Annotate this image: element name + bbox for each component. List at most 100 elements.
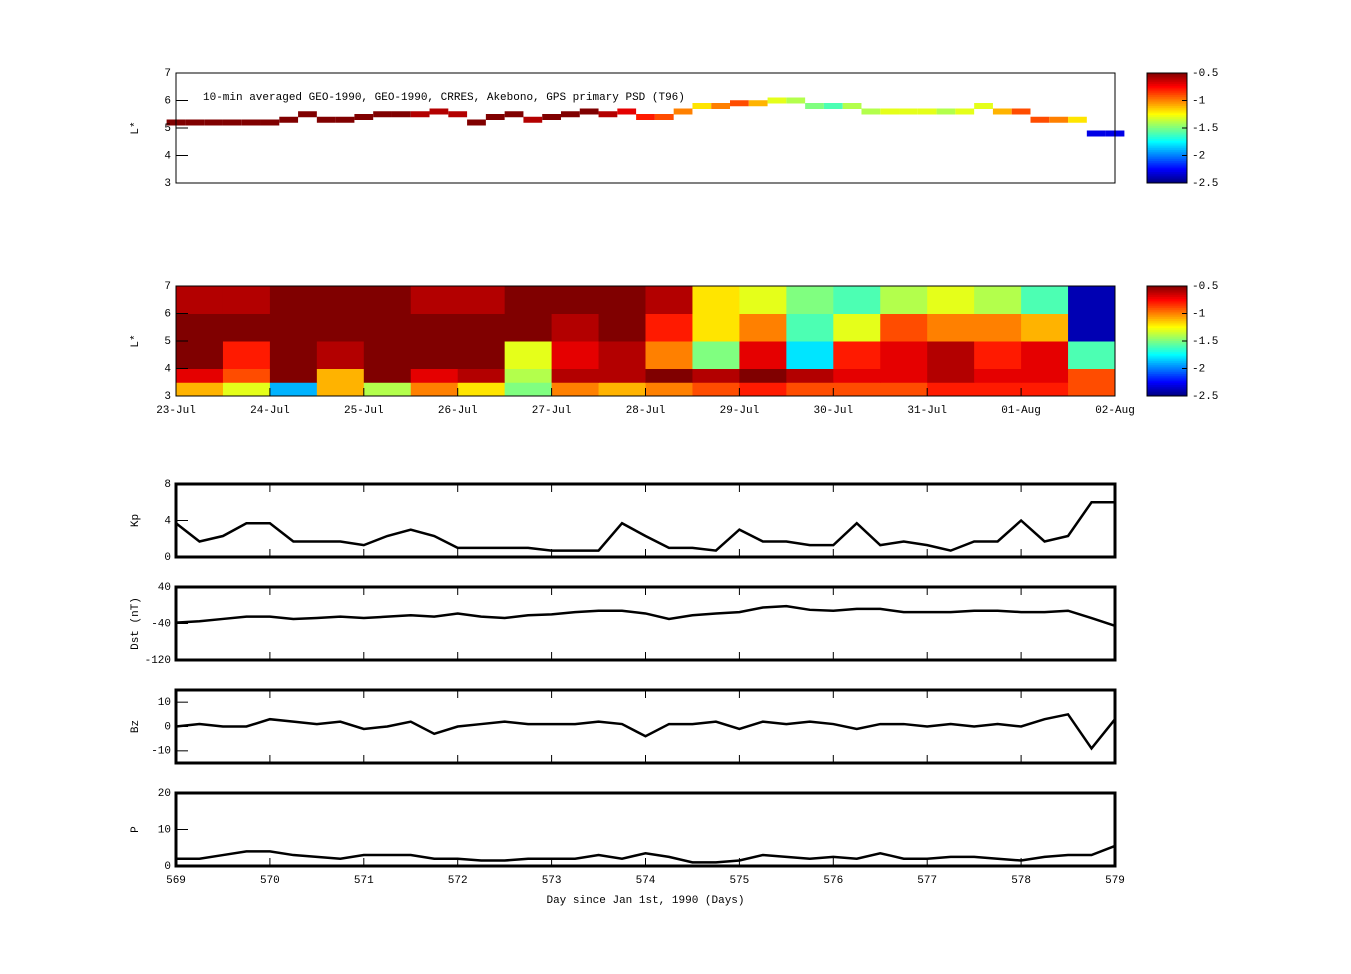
x-tick-label: 570 — [260, 875, 280, 887]
colorbar-cell — [1147, 379, 1187, 382]
colorbar-cell — [1147, 342, 1187, 346]
psd-point — [748, 100, 768, 107]
colorbar-cell — [1147, 286, 1187, 289]
colorbar-cell — [1147, 133, 1187, 136]
y-tick-label: 3 — [164, 391, 171, 403]
colorbar-cell — [1147, 289, 1187, 292]
heat-cell — [786, 286, 834, 314]
psd-point — [861, 108, 881, 115]
colorbar-cell — [1147, 113, 1187, 116]
colorbar-cell — [1147, 78, 1187, 81]
colorbar-cell — [1147, 82, 1187, 85]
y-axis-label: Kp — [130, 514, 142, 527]
y-tick-label: 5 — [164, 336, 171, 348]
x-tick-label: 569 — [166, 875, 186, 887]
heat-cell — [222, 341, 271, 369]
heat-cell — [833, 368, 881, 383]
psd-point — [485, 114, 505, 120]
heat-cell — [645, 341, 693, 369]
heat-cell — [410, 286, 459, 314]
psd-point — [617, 108, 637, 115]
colorbar-cell — [1147, 350, 1187, 353]
heat-cell — [457, 341, 506, 369]
heat-cell — [551, 313, 600, 342]
colorbar-tick-label: -1.5 — [1192, 336, 1218, 348]
colorbar-cell — [1147, 111, 1187, 114]
y-tick-label: -10 — [151, 746, 171, 758]
psd-point — [1068, 116, 1087, 123]
heat-cell — [645, 313, 693, 342]
colorbar-tick-label: -2.5 — [1192, 391, 1218, 403]
colorbar-cell — [1147, 320, 1187, 324]
heat-cell — [551, 382, 600, 397]
heat-cell — [927, 382, 975, 397]
heat-cell — [457, 382, 506, 397]
heat-cell — [974, 368, 1022, 383]
heat-cell — [974, 286, 1022, 314]
colorbar-cell — [1147, 383, 1187, 386]
colorbar-cell — [1147, 118, 1187, 122]
colorbar-cell — [1147, 164, 1187, 167]
colorbar-cell — [1147, 139, 1187, 142]
colorbar-cell — [1147, 352, 1187, 355]
heat-cell — [692, 313, 740, 342]
heat-cell — [316, 368, 365, 383]
x-tick-label: 573 — [542, 875, 562, 887]
colorbar-cell — [1147, 177, 1187, 180]
psd-point — [429, 108, 449, 115]
colorbar-cell — [1147, 291, 1187, 294]
psd-point — [1011, 108, 1031, 115]
heat-cell — [598, 313, 646, 342]
psd-point — [504, 111, 524, 118]
heat-cell — [457, 313, 506, 342]
heat-cell — [269, 286, 318, 314]
psd-point — [579, 108, 599, 115]
heat-cell — [1021, 341, 1069, 369]
colorbar-cell — [1147, 341, 1187, 344]
colorbar-cell — [1147, 333, 1187, 336]
psd-point — [185, 119, 205, 126]
colorbar-cell — [1147, 298, 1187, 302]
psd-point — [391, 111, 411, 118]
colorbar-cell — [1147, 157, 1187, 160]
colorbar-cell — [1147, 96, 1187, 100]
y-tick-label: 20 — [158, 788, 171, 800]
colorbar-tick-label: -1 — [1192, 308, 1206, 320]
heat-cell — [363, 341, 412, 369]
y-tick-label: -120 — [145, 655, 171, 667]
x-tick-label: 01-Aug — [1001, 405, 1041, 417]
psd-point — [654, 114, 674, 120]
colorbar-cell — [1147, 74, 1187, 78]
colorbar-cell — [1147, 304, 1187, 307]
colorbar-tick-label: -2 — [1192, 363, 1205, 375]
colorbar-cell — [1147, 313, 1187, 316]
x-tick-label: 23-Jul — [156, 405, 196, 417]
psd-point — [279, 116, 299, 123]
colorbar-cell — [1147, 76, 1187, 79]
heat-cell — [269, 368, 318, 383]
y-tick-label: 10 — [158, 697, 171, 709]
heat-cell — [1021, 313, 1069, 342]
colorbar-cell — [1147, 170, 1187, 173]
heat-cell — [176, 313, 224, 342]
heat-cell — [176, 286, 224, 314]
heat-cell — [222, 286, 271, 314]
heat-cell — [692, 341, 740, 369]
heat-cell — [692, 382, 740, 397]
x-tick-label: 28-Jul — [626, 405, 666, 417]
heat-cell — [786, 382, 834, 397]
psd-point — [560, 111, 580, 118]
heat-cell — [1068, 286, 1116, 314]
colorbar-cell — [1147, 361, 1187, 364]
colorbar-cell — [1147, 124, 1187, 127]
psd-point — [448, 111, 468, 118]
heat-cell — [880, 382, 928, 397]
psd-point — [1030, 116, 1050, 123]
colorbar-tick-label: -0.5 — [1192, 281, 1218, 293]
heat-cell — [1021, 286, 1069, 314]
data-line — [175, 501, 1115, 552]
heat-cell — [363, 382, 412, 397]
colorbar-cell — [1147, 128, 1187, 131]
psd-point — [955, 108, 975, 115]
